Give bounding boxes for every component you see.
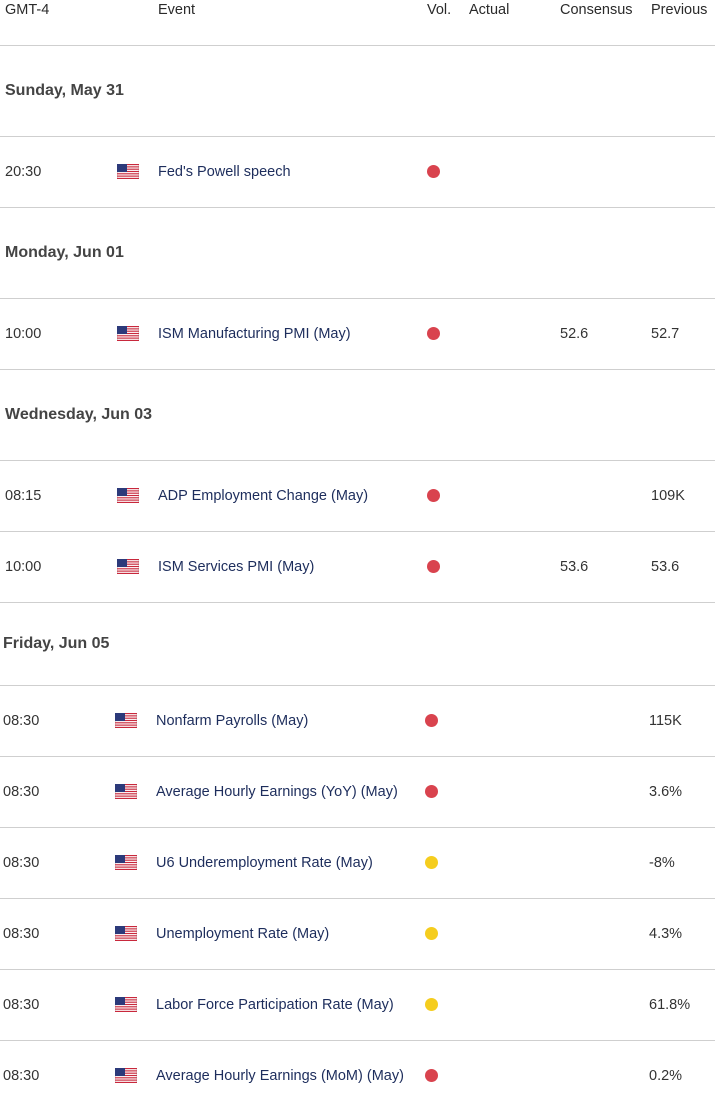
event-time: 20:30 xyxy=(5,163,42,180)
consensus: 52.6 xyxy=(560,325,589,342)
flag xyxy=(116,325,140,342)
date-header: Friday, Jun 05 xyxy=(3,634,110,652)
volatility-dot xyxy=(427,560,440,573)
volatility-dot xyxy=(425,998,438,1011)
volatility-dot xyxy=(425,856,438,869)
divider xyxy=(0,827,715,828)
previous: 53.6 xyxy=(651,558,680,575)
divider xyxy=(0,969,715,970)
event-time: 08:30 xyxy=(3,783,40,800)
flag xyxy=(116,558,140,575)
event-name: Labor Force Participation Rate (May) xyxy=(156,996,394,1013)
column-header: Actual xyxy=(469,2,510,18)
divider xyxy=(0,898,715,899)
divider xyxy=(0,207,715,208)
volatility-dot xyxy=(427,327,440,340)
event-name: U6 Underemployment Rate (May) xyxy=(156,854,373,871)
column-header: Vol. xyxy=(427,2,452,18)
event-time: 08:30 xyxy=(3,1067,40,1084)
event-name: ADP Employment Change (May) xyxy=(158,487,369,504)
previous: 3.6% xyxy=(649,783,683,800)
event-name: Average Hourly Earnings (YoY) (May) xyxy=(156,783,398,800)
date-header: Sunday, May 31 xyxy=(5,81,124,99)
event-name: ISM Services PMI (May) xyxy=(158,558,315,575)
us-flag xyxy=(116,163,140,180)
previous: 109K xyxy=(651,487,685,504)
us-flag xyxy=(114,783,138,800)
flag xyxy=(114,783,138,800)
event-name: Nonfarm Payrolls (May) xyxy=(156,712,309,729)
us-flag xyxy=(114,712,138,729)
volatility-dot xyxy=(427,489,440,502)
divider xyxy=(0,756,715,757)
flag xyxy=(114,854,138,871)
event-time: 08:30 xyxy=(3,854,40,871)
column-header: GMT-4 xyxy=(5,2,50,18)
previous: 0.2% xyxy=(649,1067,683,1084)
volatility-dot xyxy=(425,714,438,727)
us-flag xyxy=(114,996,138,1013)
event-time: 10:00 xyxy=(5,558,42,575)
us-flag xyxy=(116,558,140,575)
previous: 61.8% xyxy=(649,996,691,1013)
flag xyxy=(116,163,140,180)
column-header: Event xyxy=(158,2,196,18)
divider xyxy=(0,685,715,686)
column-header: Previous xyxy=(651,2,708,18)
divider xyxy=(0,1040,715,1041)
flag xyxy=(114,996,138,1013)
previous: -8% xyxy=(649,854,675,871)
volatility-dot xyxy=(425,1069,438,1082)
previous: 4.3% xyxy=(649,925,683,942)
date-header: Wednesday, Jun 03 xyxy=(5,405,153,423)
volatility-dot xyxy=(425,785,438,798)
divider xyxy=(0,602,715,603)
divider xyxy=(0,298,715,299)
volatility-dot xyxy=(427,165,440,178)
flag xyxy=(114,712,138,729)
event-time: 08:30 xyxy=(3,712,40,729)
event-time: 08:30 xyxy=(3,925,40,942)
us-flag xyxy=(114,1067,138,1084)
flag xyxy=(114,925,138,942)
divider xyxy=(0,531,715,532)
event-name: Average Hourly Earnings (MoM) (May) xyxy=(156,1067,404,1084)
flag xyxy=(114,1067,138,1084)
event-name: Fed's Powell speech xyxy=(158,163,291,180)
us-flag xyxy=(116,487,140,504)
us-flag xyxy=(114,854,138,871)
divider xyxy=(0,45,715,46)
consensus: 53.6 xyxy=(560,558,589,575)
previous: 52.7 xyxy=(651,325,680,342)
event-time: 08:30 xyxy=(3,996,40,1013)
event-time: 08:15 xyxy=(5,487,42,504)
event-name: Unemployment Rate (May) xyxy=(156,925,330,942)
us-flag xyxy=(116,325,140,342)
volatility-dot xyxy=(425,927,438,940)
event-name: ISM Manufacturing PMI (May) xyxy=(158,325,351,342)
divider xyxy=(0,460,715,461)
us-flag xyxy=(114,925,138,942)
date-header: Monday, Jun 01 xyxy=(5,243,124,261)
flag xyxy=(116,487,140,504)
column-header: Consensus xyxy=(560,2,633,18)
divider xyxy=(0,369,715,370)
previous: 115K xyxy=(649,712,682,729)
divider xyxy=(0,136,715,137)
event-time: 10:00 xyxy=(5,325,42,342)
